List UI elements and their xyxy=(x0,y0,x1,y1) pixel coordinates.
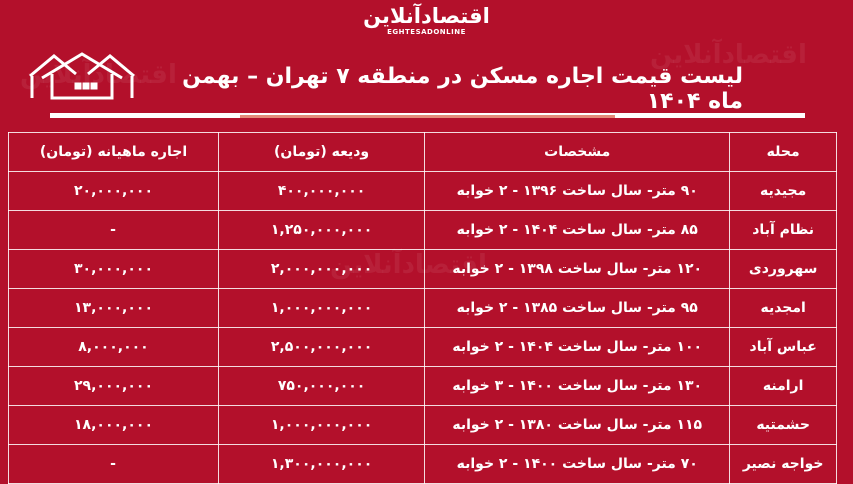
house-icon xyxy=(29,52,135,100)
table-row: حشمتیه ۱۱۵ متر- سال ساخت ۱۳۸۰ - ۲ خوابه ۱,… xyxy=(8,405,837,445)
cell-deposit: ۴۰۰,۰۰۰,۰۰۰ xyxy=(217,171,426,211)
cell-rent: ۳۰,۰۰۰,۰۰۰ xyxy=(8,249,219,289)
cell-neighborhood: امجدیه xyxy=(729,288,837,328)
cell-specs: ۷۰ متر- سال ساخت ۱۴۰۰ - ۲ خوابه xyxy=(424,444,731,484)
cell-specs: ۸۵ متر- سال ساخت ۱۴۰۴ - ۲ خوابه xyxy=(424,210,731,250)
brand-logo: اقتصادآنلاین EGHTESADONLINE xyxy=(0,4,853,36)
page-title: لیست قیمت اجاره مسکن در منطقه ۷ تهران – … xyxy=(182,64,743,114)
table-row: خواجه نصیر ۷۰ متر- سال ساخت ۱۴۰۰ - ۲ خواب… xyxy=(8,444,837,484)
cell-deposit: ۱,۳۰۰,۰۰۰,۰۰۰ xyxy=(217,444,426,484)
cell-specs: ۱۲۰ متر- سال ساخت ۱۳۹۸ - ۲ خوابه xyxy=(424,249,731,289)
cell-specs: ۱۱۵ متر- سال ساخت ۱۳۸۰ - ۲ خوابه xyxy=(424,405,731,445)
cell-rent: ۲۰,۰۰۰,۰۰۰ xyxy=(8,171,219,211)
table-row: نظام آباد ۸۵ متر- سال ساخت ۱۴۰۴ - ۲ خوابه… xyxy=(8,210,837,250)
cell-neighborhood: ارامنه xyxy=(729,366,837,406)
divider xyxy=(50,113,805,118)
table-row: عباس آباد ۱۰۰ متر- سال ساخت ۱۴۰۴ - ۲ خواب… xyxy=(8,327,837,367)
cell-specs: ۹۵ متر- سال ساخت ۱۳۸۵ - ۲ خوابه xyxy=(424,288,731,328)
cell-rent: ۸,۰۰۰,۰۰۰ xyxy=(8,327,219,367)
watermark: اقتصادآنلاین xyxy=(650,40,807,70)
cell-deposit: ۲,۰۰۰,۰۰۰,۰۰۰ xyxy=(217,249,426,289)
rent-price-table: محله مشخصات ودیعه (تومان) اجاره ماهیانه … xyxy=(8,132,837,484)
header-specs: مشخصات xyxy=(424,132,731,172)
cell-deposit: ۱,۰۰۰,۰۰۰,۰۰۰ xyxy=(217,288,426,328)
cell-specs: ۱۰۰ متر- سال ساخت ۱۴۰۴ - ۲ خوابه xyxy=(424,327,731,367)
cell-rent: ۱۸,۰۰۰,۰۰۰ xyxy=(8,405,219,445)
brand-name-en: EGHTESADONLINE xyxy=(387,28,466,36)
cell-neighborhood: مجیدیه xyxy=(729,171,837,211)
cell-rent: ۲۹,۰۰۰,۰۰۰ xyxy=(8,366,219,406)
header-neighborhood: محله xyxy=(729,132,837,172)
cell-neighborhood: نظام آباد xyxy=(729,210,837,250)
cell-deposit: ۱,۰۰۰,۰۰۰,۰۰۰ xyxy=(217,405,426,445)
cell-rent: - xyxy=(8,444,219,484)
table-row: سهروردی ۱۲۰ متر- سال ساخت ۱۳۹۸ - ۲ خوابه ۲… xyxy=(8,249,837,289)
table-row: امجدیه ۹۵ متر- سال ساخت ۱۳۸۵ - ۲ خوابه ۱,۰… xyxy=(8,288,837,328)
cell-deposit: ۲,۵۰۰,۰۰۰,۰۰۰ xyxy=(217,327,426,367)
table-row: مجیدیه ۹۰ متر- سال ساخت ۱۳۹۶ - ۲ خوابه ۴۰۰… xyxy=(8,171,837,211)
cell-rent: - xyxy=(8,210,219,250)
cell-neighborhood: عباس آباد xyxy=(729,327,837,367)
cell-neighborhood: حشمتیه xyxy=(729,405,837,445)
cell-neighborhood: خواجه نصیر xyxy=(729,444,837,484)
cell-neighborhood: سهروردی xyxy=(729,249,837,289)
cell-specs: ۹۰ متر- سال ساخت ۱۳۹۶ - ۲ خوابه xyxy=(424,171,731,211)
brand-name-fa: اقتصادآنلاین xyxy=(363,4,490,28)
cell-specs: ۱۳۰ متر- سال ساخت ۱۴۰۰ - ۳ خوابه xyxy=(424,366,731,406)
table-header-row: محله مشخصات ودیعه (تومان) اجاره ماهیانه … xyxy=(8,132,837,172)
cell-deposit: ۱,۲۵۰,۰۰۰,۰۰۰ xyxy=(217,210,426,250)
cell-deposit: ۷۵۰,۰۰۰,۰۰۰ xyxy=(217,366,426,406)
cell-rent: ۱۳,۰۰۰,۰۰۰ xyxy=(8,288,219,328)
table-row: ارامنه ۱۳۰ متر- سال ساخت ۱۴۰۰ - ۳ خوابه ۷۵… xyxy=(8,366,837,406)
header-rent: اجاره ماهیانه (تومان) xyxy=(8,132,219,172)
header-deposit: ودیعه (تومان) xyxy=(217,132,426,172)
